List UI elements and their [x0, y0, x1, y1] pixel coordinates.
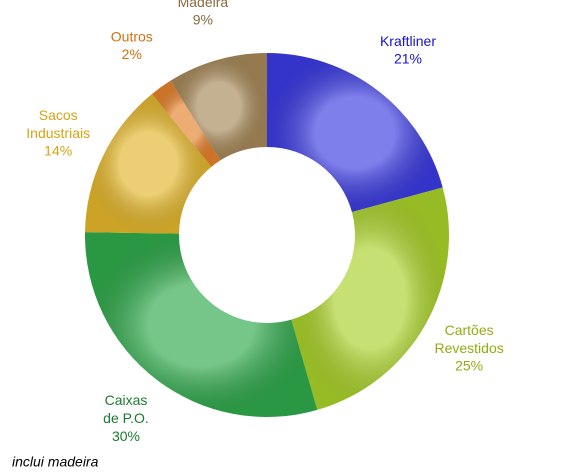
slice-value-label: 25% [455, 358, 483, 374]
slice-value-label: 9% [193, 12, 213, 28]
slice-value-label: 2% [122, 46, 142, 62]
slice-label: Madeira [178, 0, 229, 10]
slice-label: Caixas de P.O. [103, 392, 149, 426]
slice-shade [85, 232, 318, 417]
label-line: Kraftliner [380, 32, 436, 48]
label-line: Cartões [445, 322, 494, 338]
slice-shade [151, 80, 221, 167]
slice-shade [85, 93, 212, 234]
slice-label: Kraftliner [380, 32, 436, 48]
label-line: Madeira [178, 0, 229, 10]
slice-label: Sacos Industriais [26, 107, 90, 141]
slice-shade [267, 53, 443, 213]
slice-label: Cartões Revestidos [434, 322, 503, 356]
slice-label: Outros [111, 28, 153, 44]
footnote: inclui madeira [12, 454, 99, 470]
label-line: Caixas [105, 392, 148, 408]
label-line: Outros [111, 28, 153, 44]
label-line: Industriais [26, 125, 90, 141]
slice-value-label: 14% [44, 143, 72, 159]
slice-value-label: 30% [112, 428, 140, 444]
slice-shade [170, 53, 267, 161]
slice-value-label: 21% [394, 50, 422, 66]
label-line: Sacos [39, 107, 78, 123]
slice-shade [291, 187, 449, 410]
label-line: de P.O. [103, 410, 149, 426]
label-line: Revestidos [434, 340, 503, 356]
